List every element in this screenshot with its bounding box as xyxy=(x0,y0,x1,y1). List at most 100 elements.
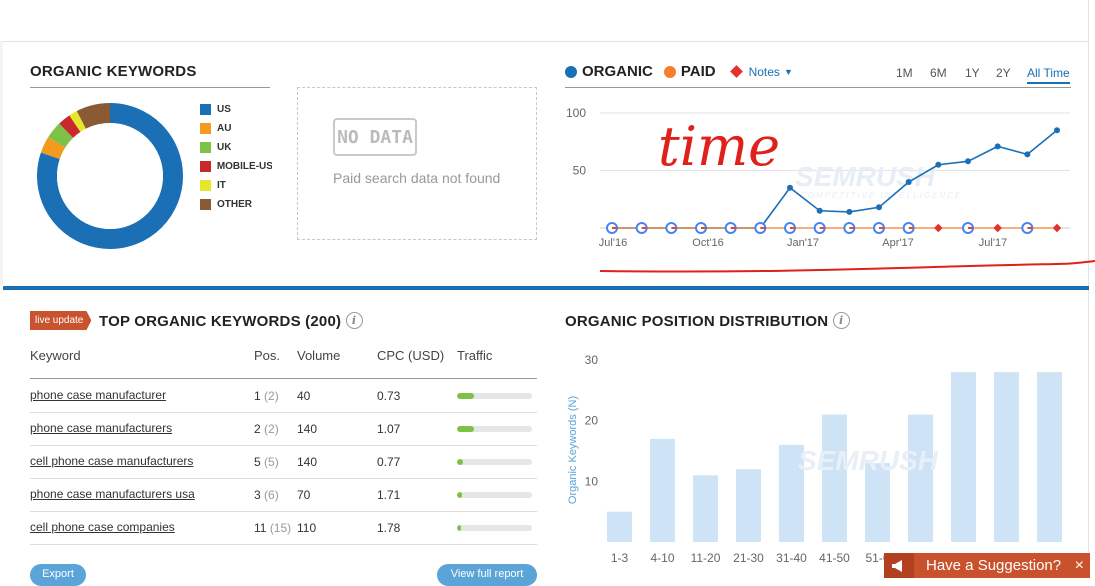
tab-1m[interactable]: 1M xyxy=(896,66,913,80)
col-traffic[interactable]: Traffic xyxy=(457,348,493,363)
organic-point[interactable] xyxy=(1024,151,1031,158)
keyword-link[interactable]: phone case manufacturer xyxy=(30,388,167,402)
tab-6m[interactable]: 6M xyxy=(930,66,947,80)
bar[interactable] xyxy=(779,444,804,542)
legend-item[interactable]: US xyxy=(200,100,272,119)
table-row: phone case manufacturer 1 (2) 40 0.73 xyxy=(30,379,537,413)
google-update-icon[interactable] xyxy=(1021,222,1034,234)
col-keyword[interactable]: Keyword xyxy=(30,348,81,363)
close-icon[interactable]: × xyxy=(1074,556,1084,574)
organic-point[interactable] xyxy=(994,143,1001,150)
pos-prev: (6) xyxy=(264,488,279,502)
bar[interactable] xyxy=(865,463,890,542)
bar[interactable] xyxy=(822,414,847,542)
keyword-link[interactable]: cell phone case manufacturers xyxy=(30,454,194,468)
x-tick-label: 4-10 xyxy=(650,551,674,565)
bar[interactable] xyxy=(951,372,976,542)
volume-cell: 140 xyxy=(297,422,318,436)
col-volume[interactable]: Volume xyxy=(297,348,341,363)
traffic-fill xyxy=(457,525,461,531)
position-distribution-chart: 30 20 10 Organic Keywords (N) SEMRUSH 1-3 4-10… xyxy=(567,353,1062,565)
traffic-bar xyxy=(457,393,532,399)
paid-nodata-box xyxy=(297,87,537,240)
organic-point[interactable] xyxy=(935,161,942,168)
tab-1y[interactable]: 1Y xyxy=(965,66,980,80)
google-update-icon[interactable] xyxy=(665,222,678,234)
keyword-link[interactable]: cell phone case companies xyxy=(30,520,175,534)
donut-slice[interactable] xyxy=(37,103,183,249)
bar[interactable] xyxy=(994,372,1019,542)
google-update-icon[interactable] xyxy=(606,222,618,234)
legend-item[interactable]: OTHER xyxy=(200,195,272,214)
google-update-icon[interactable] xyxy=(695,222,707,234)
notes-dropdown[interactable]: Notes xyxy=(748,64,780,79)
legend-item[interactable]: UK xyxy=(200,138,272,157)
legend-item[interactable]: AU xyxy=(200,119,272,138)
google-update-icon[interactable] xyxy=(813,222,826,234)
handwritten-underline xyxy=(599,260,1095,273)
x-tick-label: 11-20 xyxy=(691,551,721,565)
organic-point[interactable] xyxy=(876,204,882,211)
legend-item[interactable]: MOBILE-US xyxy=(200,157,272,176)
table-header-rule xyxy=(30,378,537,379)
no-data-badge: NO DATA xyxy=(333,118,417,156)
google-update-icon[interactable] xyxy=(635,222,648,234)
col-cpc[interactable]: CPC (USD) xyxy=(377,348,445,363)
right-edge xyxy=(1088,0,1095,578)
google-update-icon[interactable] xyxy=(724,222,737,234)
traffic-fill xyxy=(457,426,474,432)
organic-point[interactable] xyxy=(1054,127,1060,134)
chevron-down-icon[interactable]: ▼ xyxy=(783,66,793,77)
bar[interactable] xyxy=(693,475,718,542)
info-icon[interactable]: i xyxy=(832,312,850,329)
google-update-icon[interactable] xyxy=(843,222,856,234)
google-update-icon[interactable] xyxy=(784,222,796,234)
export-button[interactable]: Export xyxy=(30,564,86,586)
traffic-fill xyxy=(457,459,463,465)
organic-point[interactable] xyxy=(787,184,793,191)
table-row: cell phone case companies 11 (15) 110 1.78 xyxy=(30,511,537,545)
info-icon[interactable]: i xyxy=(345,312,363,329)
bar[interactable] xyxy=(607,511,632,542)
time-range-tabs: 1M 6M 1Y 2Y All Time xyxy=(880,66,1075,88)
bar[interactable] xyxy=(650,438,675,542)
legend-item[interactable]: IT xyxy=(200,176,272,195)
keyword-link[interactable]: phone case manufacturers xyxy=(30,421,173,435)
google-update-icon[interactable] xyxy=(962,222,974,234)
legend-label: MOBILE-US xyxy=(216,161,272,172)
organic-point[interactable] xyxy=(965,158,971,165)
traffic-bar xyxy=(457,459,532,465)
google-update-icon[interactable] xyxy=(873,222,885,234)
keyword-link[interactable]: phone case manufacturers usa xyxy=(30,487,195,501)
legend-swatch xyxy=(200,199,211,210)
organic-point[interactable] xyxy=(816,207,823,214)
tab-2y[interactable]: 2Y xyxy=(996,66,1011,80)
note-marker-icon[interactable] xyxy=(993,223,1002,233)
x-tick-label: Oct'16 xyxy=(692,237,723,249)
suggestion-label[interactable]: Have a Suggestion? xyxy=(926,557,1062,574)
volume-cell: 70 xyxy=(297,488,311,502)
volume-cell: 40 xyxy=(297,389,311,403)
legend-swatch xyxy=(200,104,211,115)
col-pos[interactable]: Pos. xyxy=(254,348,281,363)
traffic-bar xyxy=(457,492,532,498)
organic-point[interactable] xyxy=(905,179,912,185)
note-marker-icon[interactable] xyxy=(934,223,943,233)
x-tick-label: 51-6 xyxy=(865,551,889,565)
bar[interactable] xyxy=(908,414,933,542)
paid-label[interactable]: PAID xyxy=(680,63,716,80)
organic-label[interactable]: ORGANIC xyxy=(582,63,653,80)
organic-point[interactable] xyxy=(846,208,853,215)
google-update-icon[interactable] xyxy=(754,222,767,234)
google-update-icon[interactable] xyxy=(902,222,915,234)
legend-label: IT xyxy=(217,180,226,191)
bar[interactable] xyxy=(1037,372,1062,542)
tab-all-time[interactable]: All Time xyxy=(1027,66,1070,84)
view-full-report-button[interactable]: View full report xyxy=(437,564,537,586)
donut-hole xyxy=(57,123,163,229)
position-dist-title-text: ORGANIC POSITION DISTRIBUTION xyxy=(565,313,829,330)
note-marker-icon[interactable] xyxy=(1052,223,1062,233)
suggestion-bar[interactable]: Have a Suggestion? × xyxy=(884,553,1090,578)
bar[interactable] xyxy=(736,469,761,542)
